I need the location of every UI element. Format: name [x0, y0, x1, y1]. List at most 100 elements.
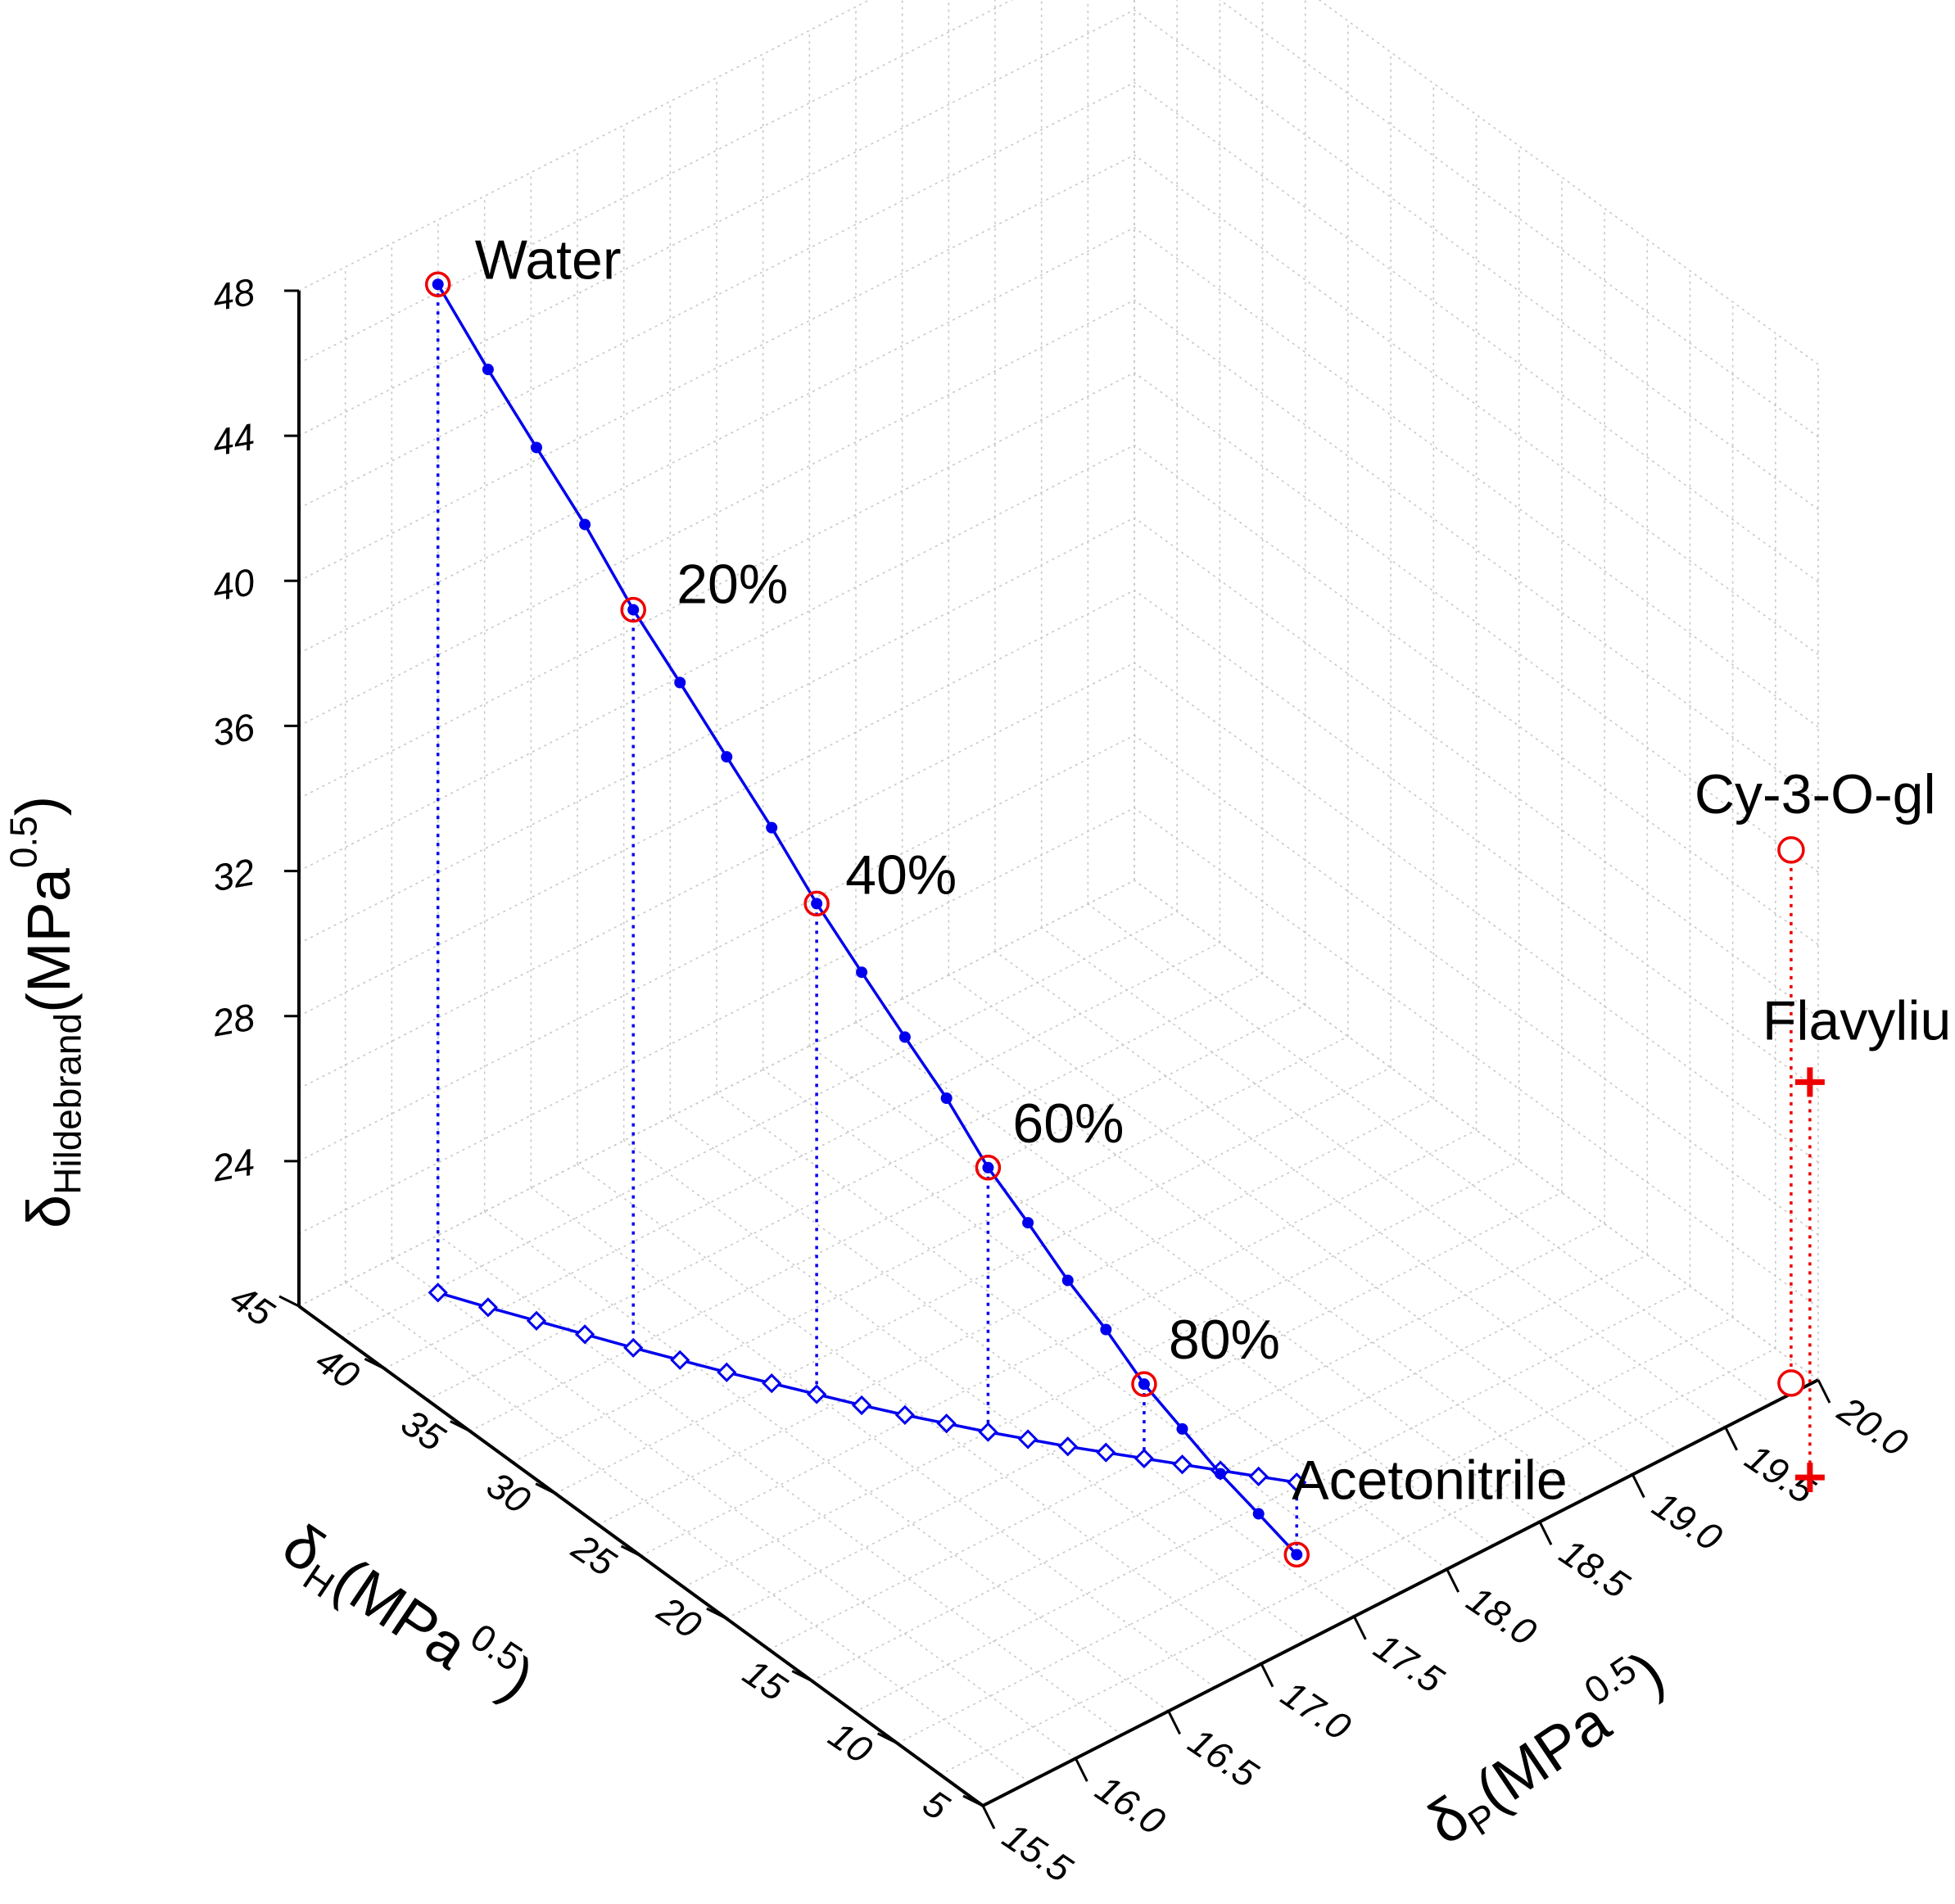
projection-point	[477, 1297, 499, 1318]
grid-line-back-wall	[298, 735, 1135, 1162]
z-tick-label: 32	[209, 850, 257, 899]
projection-point	[851, 1395, 872, 1416]
projection-point	[762, 1373, 782, 1394]
data-series	[424, 271, 1825, 1568]
cy-projection-point	[1777, 1369, 1805, 1397]
grid-line-floor	[597, 1098, 1434, 1526]
grid-line-back-wall	[298, 590, 1135, 1017]
mixture-point	[1061, 1274, 1074, 1287]
projection-point	[717, 1362, 737, 1382]
grid-line-floor	[512, 1035, 1349, 1463]
x-tick-label: 15.5	[995, 1814, 1080, 1890]
mixture-point	[1138, 1378, 1150, 1391]
mixture-point	[940, 1092, 953, 1104]
y-tick-label: 10	[821, 1713, 880, 1772]
z-axis-title-symbol: δ	[15, 1195, 83, 1228]
point-label-water: Water	[475, 228, 622, 291]
x-tick-mark	[1631, 1473, 1645, 1499]
y-tick-label: 25	[564, 1525, 624, 1585]
mixture-point	[811, 898, 823, 910]
x-tick-label: 18.5	[1552, 1530, 1637, 1606]
mixture-point	[531, 441, 542, 454]
mixture-point	[579, 518, 591, 531]
x-tick-label: 16.0	[1088, 1766, 1174, 1843]
grid-line-back-wall	[298, 372, 1135, 799]
projection-point	[1134, 1448, 1155, 1469]
grid-line-floor	[897, 1317, 1733, 1744]
y-tick-label: 20	[649, 1588, 709, 1648]
y-tick-mark	[791, 1670, 812, 1682]
y-tick-mark	[620, 1544, 642, 1558]
z-axis-title-exp: 0.5	[2, 816, 44, 868]
grid-line-floor	[726, 1192, 1563, 1619]
mixture-point	[482, 364, 494, 376]
flavylium-projection-point	[1794, 1463, 1825, 1493]
y-tick-label: 35	[394, 1400, 453, 1459]
x-tick-mark	[1724, 1427, 1739, 1451]
y-axis-title-unit: (MPa	[322, 1544, 481, 1682]
z-tick-label: 48	[209, 270, 258, 319]
mixture-point	[674, 676, 686, 689]
mixture-point	[1252, 1508, 1265, 1520]
grid-line-floor	[427, 973, 1263, 1401]
grid-line-floor	[683, 1160, 1520, 1588]
y-tick-label: 15	[735, 1650, 794, 1709]
major-point-ring	[620, 596, 646, 623]
y-tick-label: 5	[916, 1781, 957, 1829]
grid-line-back-wall	[298, 154, 1135, 581]
mixture-point	[721, 751, 733, 763]
projection-point	[894, 1404, 916, 1425]
major-point-ring	[1283, 1541, 1310, 1568]
grid-line-floor	[554, 1067, 1392, 1495]
mixture-point	[1215, 1468, 1227, 1480]
z-axis-title: δHildebrand(MPa0.5)	[2, 796, 88, 1228]
y-tick-label: 30	[479, 1463, 538, 1522]
mixture-point	[627, 604, 640, 616]
x-tick-label: 20.0	[1830, 1388, 1915, 1465]
major-point-ring	[424, 271, 451, 298]
grid-line-floor	[341, 911, 1178, 1338]
grid-line-back-wall	[298, 227, 1135, 654]
grid-line-back-wall	[298, 807, 1135, 1235]
x-tick-mark	[1260, 1662, 1274, 1688]
grid-line-floor	[939, 1348, 1776, 1775]
point-label-20pct: 20%	[677, 554, 788, 616]
mixture-point	[1176, 1422, 1188, 1435]
projection-point	[1172, 1454, 1192, 1475]
grid-line-back-wall	[298, 9, 1135, 436]
projection-point	[526, 1310, 547, 1331]
z-tick-label: 44	[209, 415, 257, 464]
mixture-point	[766, 821, 778, 834]
point-label-80pct: 80%	[1169, 1309, 1280, 1371]
mixture-point	[1022, 1217, 1034, 1229]
projection-point	[623, 1337, 644, 1358]
y-tick-mark	[450, 1420, 471, 1432]
x-tick-mark	[1167, 1710, 1182, 1735]
x-axis-title: δP(MPa0.5)	[1408, 1636, 1686, 1862]
x-tick-label: 17.5	[1367, 1625, 1452, 1701]
flavylium-point	[1794, 1067, 1825, 1097]
y-tick-mark	[278, 1295, 300, 1308]
z-tick-label: 36	[209, 705, 258, 754]
y-tick-mark	[962, 1794, 984, 1807]
grid-line-floor	[469, 1004, 1306, 1432]
x-tick-mark	[981, 1805, 996, 1829]
x-tick-mark	[1538, 1521, 1553, 1546]
projection-point	[1017, 1429, 1039, 1449]
x-tick-label: 18.0	[1459, 1577, 1545, 1653]
major-point-ring	[975, 1155, 1002, 1181]
y-tick-mark	[535, 1482, 556, 1495]
point-label-40pct: 40%	[845, 843, 957, 906]
projection-point	[807, 1384, 827, 1404]
projection-point	[670, 1350, 690, 1370]
grid-line-back-wall	[298, 0, 1013, 364]
x-tick-mark	[1352, 1616, 1367, 1640]
grid-line-floor	[811, 1254, 1648, 1682]
mixture-point	[1100, 1323, 1112, 1336]
x-axis-line	[982, 1378, 1819, 1807]
z-axis-title-close: )	[4, 796, 72, 816]
mixture-point	[1291, 1549, 1303, 1561]
grid-line-floor	[384, 942, 1220, 1369]
projection-point	[1096, 1442, 1116, 1463]
